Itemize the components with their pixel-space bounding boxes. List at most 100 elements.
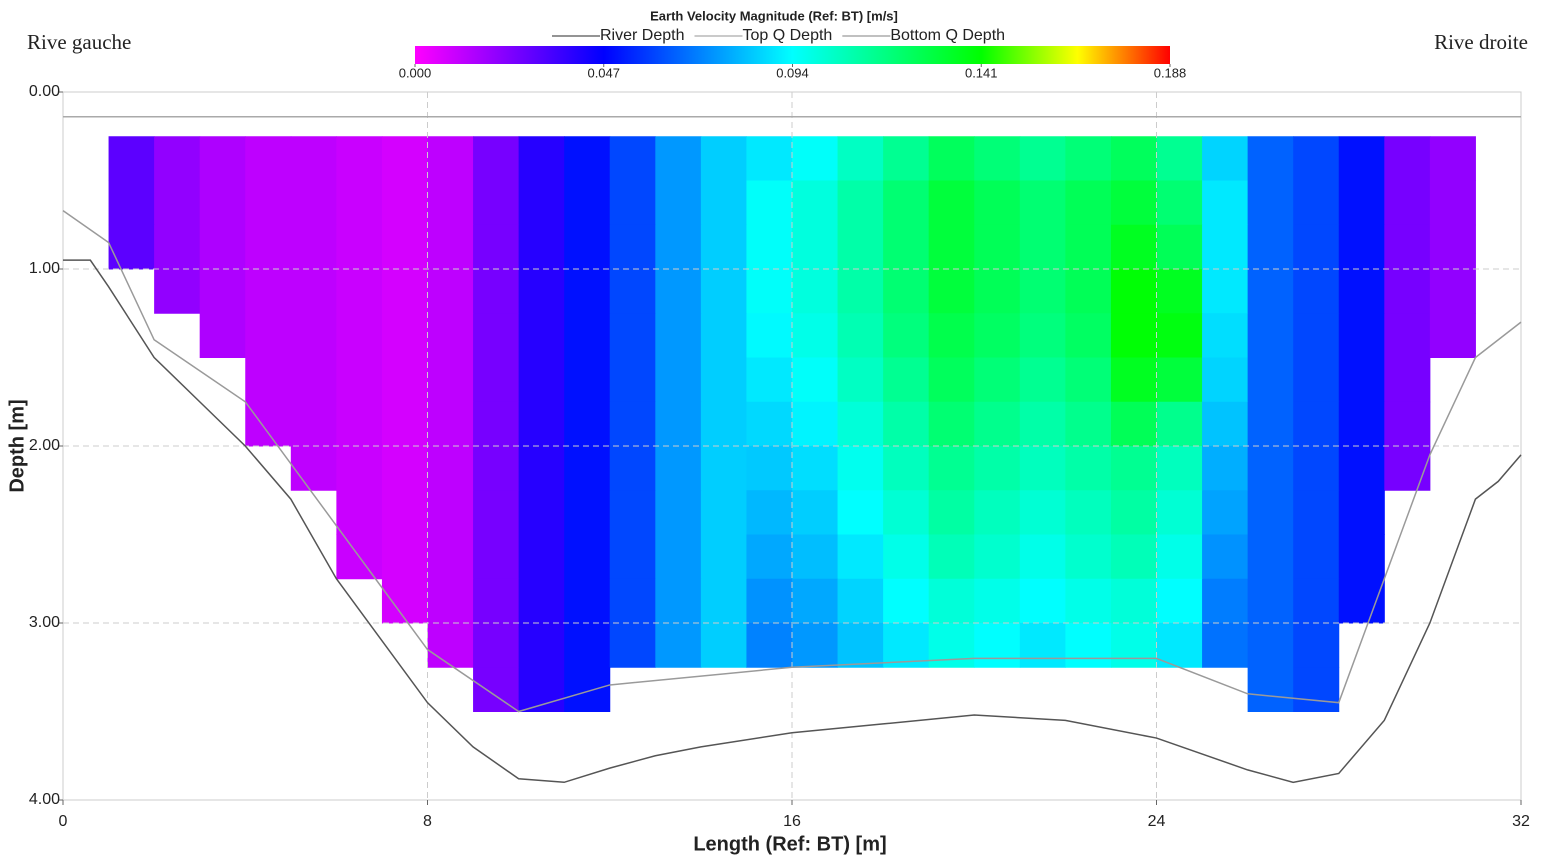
heat-cell [1019, 269, 1066, 314]
heat-cell [381, 534, 428, 580]
heat-cell [1247, 401, 1294, 447]
heat-cell [518, 623, 565, 668]
heat-cell [974, 269, 1021, 314]
heat-cell [837, 401, 884, 447]
heat-cell [1293, 357, 1340, 403]
heat-cell [655, 313, 702, 358]
heat-cell [336, 224, 383, 270]
heat-cell [837, 224, 884, 270]
heat-cell [1338, 224, 1385, 270]
annotation: Rive gauche [27, 30, 131, 54]
heat-cell [883, 578, 930, 624]
heat-cell [792, 578, 839, 624]
heat-cell [427, 136, 474, 181]
heat-cell [1247, 180, 1294, 226]
heat-cell [427, 578, 474, 624]
heat-cell [1293, 224, 1340, 270]
heat-cell [1156, 446, 1203, 491]
heat-cell [199, 224, 246, 270]
heat-cell [1065, 446, 1112, 491]
heat-cell [700, 446, 747, 491]
heat-cell [154, 180, 201, 226]
heat-cell [746, 534, 793, 580]
heat-cell [928, 490, 975, 535]
heat-cell [564, 623, 611, 668]
heat-cell [655, 490, 702, 535]
heat-cell [746, 357, 793, 403]
heat-cell [655, 578, 702, 624]
heat-cell [1293, 578, 1340, 624]
heat-cell [1293, 490, 1340, 535]
heat-cell [746, 313, 793, 358]
heat-cell [381, 136, 428, 181]
heat-cell [1065, 578, 1112, 624]
heat-cell [1384, 136, 1431, 181]
colorbar-tick-label: 0.000 [399, 65, 432, 80]
heat-cell [700, 401, 747, 447]
heat-cell [381, 446, 428, 491]
heat-cell [245, 357, 292, 403]
heat-cell [1065, 534, 1112, 580]
heat-cell [837, 446, 884, 491]
heat-cell [245, 269, 292, 314]
heat-cell [473, 623, 520, 668]
heat-cell [1429, 136, 1476, 181]
colorbar-tick-label: 0.188 [1154, 65, 1187, 80]
heat-cell [974, 357, 1021, 403]
heat-cell [1110, 357, 1157, 403]
heat-cell [837, 623, 884, 668]
heat-cell [1110, 578, 1157, 624]
heat-cell [290, 357, 337, 403]
heat-cell [518, 313, 565, 358]
heat-cell [473, 490, 520, 535]
heat-cell [609, 623, 656, 668]
heat-cell [381, 180, 428, 226]
heat-cell [700, 578, 747, 624]
heat-cell [336, 136, 383, 181]
heat-cell [700, 269, 747, 314]
heat-cell [974, 534, 1021, 580]
heat-cell [427, 269, 474, 314]
heat-cell [609, 446, 656, 491]
heat-cell [1065, 224, 1112, 270]
heat-cell [473, 446, 520, 491]
heat-cell [1247, 623, 1294, 668]
heat-cell [837, 313, 884, 358]
heat-cell [792, 401, 839, 447]
heat-cell [655, 623, 702, 668]
colorbar-tick-label: 0.141 [965, 65, 998, 80]
heat-cell [1202, 313, 1249, 358]
heat-cell [974, 401, 1021, 447]
heat-cell [518, 224, 565, 270]
heat-cell [1202, 357, 1249, 403]
heat-cell [1202, 180, 1249, 226]
legend-label: Top Q Depth [742, 27, 832, 44]
heat-cell [655, 180, 702, 226]
heat-cell [1019, 446, 1066, 491]
heat-cell [746, 224, 793, 270]
heat-cell [883, 534, 930, 580]
heat-cell [746, 578, 793, 624]
heat-cell [1247, 667, 1294, 712]
heat-cell [1065, 269, 1112, 314]
heat-cell [1110, 490, 1157, 535]
heat-cell [928, 313, 975, 358]
heat-cell [290, 446, 337, 491]
heat-cell [792, 180, 839, 226]
heat-cell [290, 401, 337, 447]
heat-cell [1338, 180, 1385, 226]
depth-line [62, 209, 1522, 713]
heat-cell [928, 224, 975, 270]
heat-cell [837, 578, 884, 624]
colorbar-tick-label: 0.094 [776, 65, 809, 80]
heat-cell [1384, 180, 1431, 226]
heat-cell [792, 224, 839, 270]
heat-cell [1429, 269, 1476, 314]
y-tick-label: 3.00 [29, 614, 60, 631]
heat-cell [974, 446, 1021, 491]
heat-cell [336, 269, 383, 314]
legend-label: Bottom Q Depth [890, 27, 1005, 44]
heat-cell [199, 180, 246, 226]
heat-cell [1384, 357, 1431, 403]
